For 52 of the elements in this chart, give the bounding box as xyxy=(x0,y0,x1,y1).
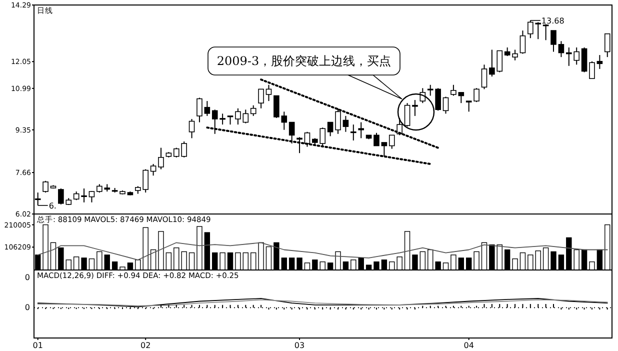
candlestick xyxy=(458,92,464,104)
candlestick xyxy=(327,122,334,137)
candlestick xyxy=(235,108,241,126)
candlestick xyxy=(450,84,456,96)
candlestick xyxy=(404,102,410,128)
candlestick xyxy=(374,132,380,146)
candlestick xyxy=(88,190,95,203)
candlestick xyxy=(381,142,388,157)
text: 0 xyxy=(24,303,30,312)
candlestick xyxy=(542,24,549,41)
candlestick xyxy=(158,147,164,170)
annotation: 2009-3，股价突破上边线，买点 xyxy=(216,54,392,68)
candlestick xyxy=(258,88,264,109)
candlestick xyxy=(266,84,272,102)
candlestick xyxy=(150,163,156,176)
candlestick xyxy=(296,136,302,154)
candlestick xyxy=(481,64,488,90)
candlestick xyxy=(350,124,356,141)
annotation: 13.68 xyxy=(541,16,564,26)
candlestick xyxy=(81,188,87,203)
candlestick xyxy=(520,30,526,54)
candlestick xyxy=(42,180,48,194)
candlestick xyxy=(335,108,341,134)
candlestick xyxy=(589,60,595,80)
x-tick-label: 01 xyxy=(32,341,43,350)
candlestick xyxy=(242,109,249,124)
candlestick xyxy=(388,134,395,150)
candlestick xyxy=(512,49,518,61)
candlestick xyxy=(550,30,556,52)
candlestick xyxy=(204,100,210,116)
x-tick-label: 03 xyxy=(294,341,305,350)
candlestick xyxy=(442,96,449,114)
callout: 2009-3，股价突破上边线，买点 xyxy=(208,46,435,131)
candlestick xyxy=(412,100,418,116)
label-leader: 13.68 xyxy=(530,16,564,26)
line-series xyxy=(37,242,608,260)
candlestick xyxy=(358,122,364,139)
candlestick xyxy=(596,54,603,70)
candlestick xyxy=(250,104,256,116)
text: 0 xyxy=(24,273,30,282)
candlestick xyxy=(581,46,588,73)
candlestick xyxy=(188,118,195,139)
annotation: 6. xyxy=(48,201,56,210)
x-tick-label: 04 xyxy=(464,341,474,350)
candlestick xyxy=(196,97,202,123)
candlestick xyxy=(342,115,349,132)
candlestick xyxy=(466,100,472,112)
candlestick xyxy=(474,88,480,103)
candlestick xyxy=(558,40,564,58)
candlestick xyxy=(304,131,310,148)
label-leader: 6. xyxy=(37,201,56,210)
x-tick-label: 02 xyxy=(140,341,151,350)
